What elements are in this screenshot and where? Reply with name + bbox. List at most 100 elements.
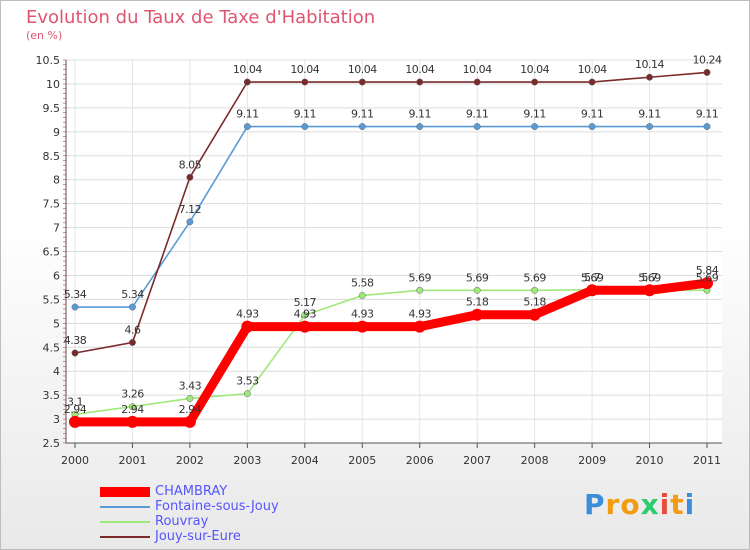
data-label: 5.69	[408, 271, 431, 284]
data-point	[186, 395, 194, 402]
data-point	[186, 218, 194, 226]
data-label: 5.84	[696, 264, 719, 277]
data-label: 5.7	[584, 271, 600, 284]
data-label: 10.04	[463, 63, 492, 76]
data-point	[416, 78, 424, 86]
data-point	[531, 78, 539, 86]
y-tick-label: 5	[53, 317, 60, 330]
brand-letter: x	[640, 488, 660, 521]
data-label: 5.18	[523, 296, 546, 309]
data-point	[241, 320, 254, 333]
data-point	[243, 123, 251, 130]
data-label: 10.24	[693, 53, 722, 66]
data-point	[126, 415, 139, 428]
y-tick-label: 6	[53, 269, 60, 282]
x-tick-label: 2011	[693, 454, 721, 467]
data-label: 5.69	[581, 271, 604, 284]
data-point	[71, 349, 79, 357]
data-label: 9.11	[408, 108, 431, 121]
data-point	[703, 68, 711, 76]
data-point	[413, 320, 426, 333]
data-point	[69, 415, 81, 428]
data-point	[473, 78, 481, 86]
y-tick-label: 2.5	[43, 437, 61, 450]
y-tick-label: 8	[53, 174, 60, 187]
brand-letter: i	[659, 488, 671, 521]
x-tick-label: 2001	[118, 454, 146, 467]
data-label: 10.04	[405, 63, 434, 76]
series-line-Jouy-sur-Eure	[74, 71, 708, 354]
data-point	[588, 78, 596, 86]
legend-label-fontaine: Fontaine-sous-Jouy	[155, 499, 279, 514]
data-label: 9.11	[236, 108, 259, 121]
data-label: 9.11	[523, 108, 546, 121]
brand-letter: i	[684, 488, 696, 521]
data-label: 9.11	[294, 108, 317, 121]
data-label: 3.43	[179, 379, 202, 392]
data-point	[471, 308, 484, 321]
data-point	[528, 308, 541, 321]
data-label: 3.26	[121, 388, 144, 401]
data-label: 9.11	[351, 108, 374, 121]
data-label: 5.34	[64, 288, 87, 301]
y-tick-label: 7.5	[43, 198, 61, 211]
y-tick-label: 9	[53, 126, 60, 139]
data-label: 10.14	[635, 58, 664, 71]
data-point	[646, 123, 653, 130]
brand-letter: P	[584, 488, 606, 521]
y-tick-label: 9.5	[43, 102, 61, 115]
brand-letter: t	[670, 488, 685, 521]
data-point	[701, 277, 713, 290]
x-tick-label: 2003	[233, 454, 261, 467]
x-tick-label: 2002	[176, 454, 204, 467]
data-label: 7.12	[179, 203, 202, 216]
x-tick-label: 2007	[463, 454, 491, 467]
data-label: 4.93	[294, 308, 317, 321]
data-point	[301, 123, 309, 130]
data-label: 5.7	[642, 271, 658, 284]
legend-label-jouy: Jouy-sur-Eure	[155, 529, 241, 544]
data-point	[416, 286, 424, 294]
data-label: 9.11	[696, 108, 719, 121]
data-label: 10.04	[578, 63, 607, 76]
data-label: 4.93	[351, 308, 374, 321]
data-point	[531, 286, 539, 294]
data-label: 5.34	[121, 288, 144, 301]
data-point	[243, 78, 251, 86]
data-point	[358, 123, 366, 130]
y-tick-label: 7	[53, 222, 60, 235]
proxiti-logo: Proxiti	[584, 488, 695, 521]
data-point	[243, 390, 251, 398]
data-label: 9.11	[581, 108, 604, 121]
data-point	[129, 403, 136, 411]
data-label: 5.69	[638, 271, 661, 284]
data-point	[356, 320, 369, 333]
y-tick-label: 10.5	[36, 54, 61, 67]
data-point	[643, 284, 656, 297]
y-tick-label: 6.5	[43, 246, 61, 259]
series-line-Fontaine-sous-Jouy	[74, 125, 708, 308]
data-point	[183, 415, 196, 428]
brand-letter: o	[620, 488, 641, 521]
data-label: 10.04	[520, 63, 549, 76]
data-label: 10.04	[348, 63, 377, 76]
x-tick-label: 2010	[636, 454, 664, 467]
data-label: 2.94	[64, 403, 87, 416]
data-point	[358, 78, 366, 86]
data-label: 5.18	[466, 296, 489, 309]
data-point	[473, 286, 481, 294]
data-point	[301, 311, 309, 319]
data-point	[129, 339, 136, 346]
data-label: 2.94	[121, 403, 144, 416]
legend-label-rouvray: Rouvray	[155, 514, 209, 529]
y-tick-label: 4.5	[43, 341, 61, 354]
y-tick-label: 8.5	[43, 150, 61, 163]
x-tick-label: 2004	[291, 454, 319, 467]
data-label: 4.6	[124, 323, 140, 336]
data-point	[588, 123, 596, 130]
y-tick-label: 10	[46, 78, 60, 91]
data-point	[703, 123, 711, 130]
data-label: 3.1	[67, 395, 83, 408]
data-point	[473, 123, 481, 130]
y-tick-label: 4	[53, 365, 60, 378]
